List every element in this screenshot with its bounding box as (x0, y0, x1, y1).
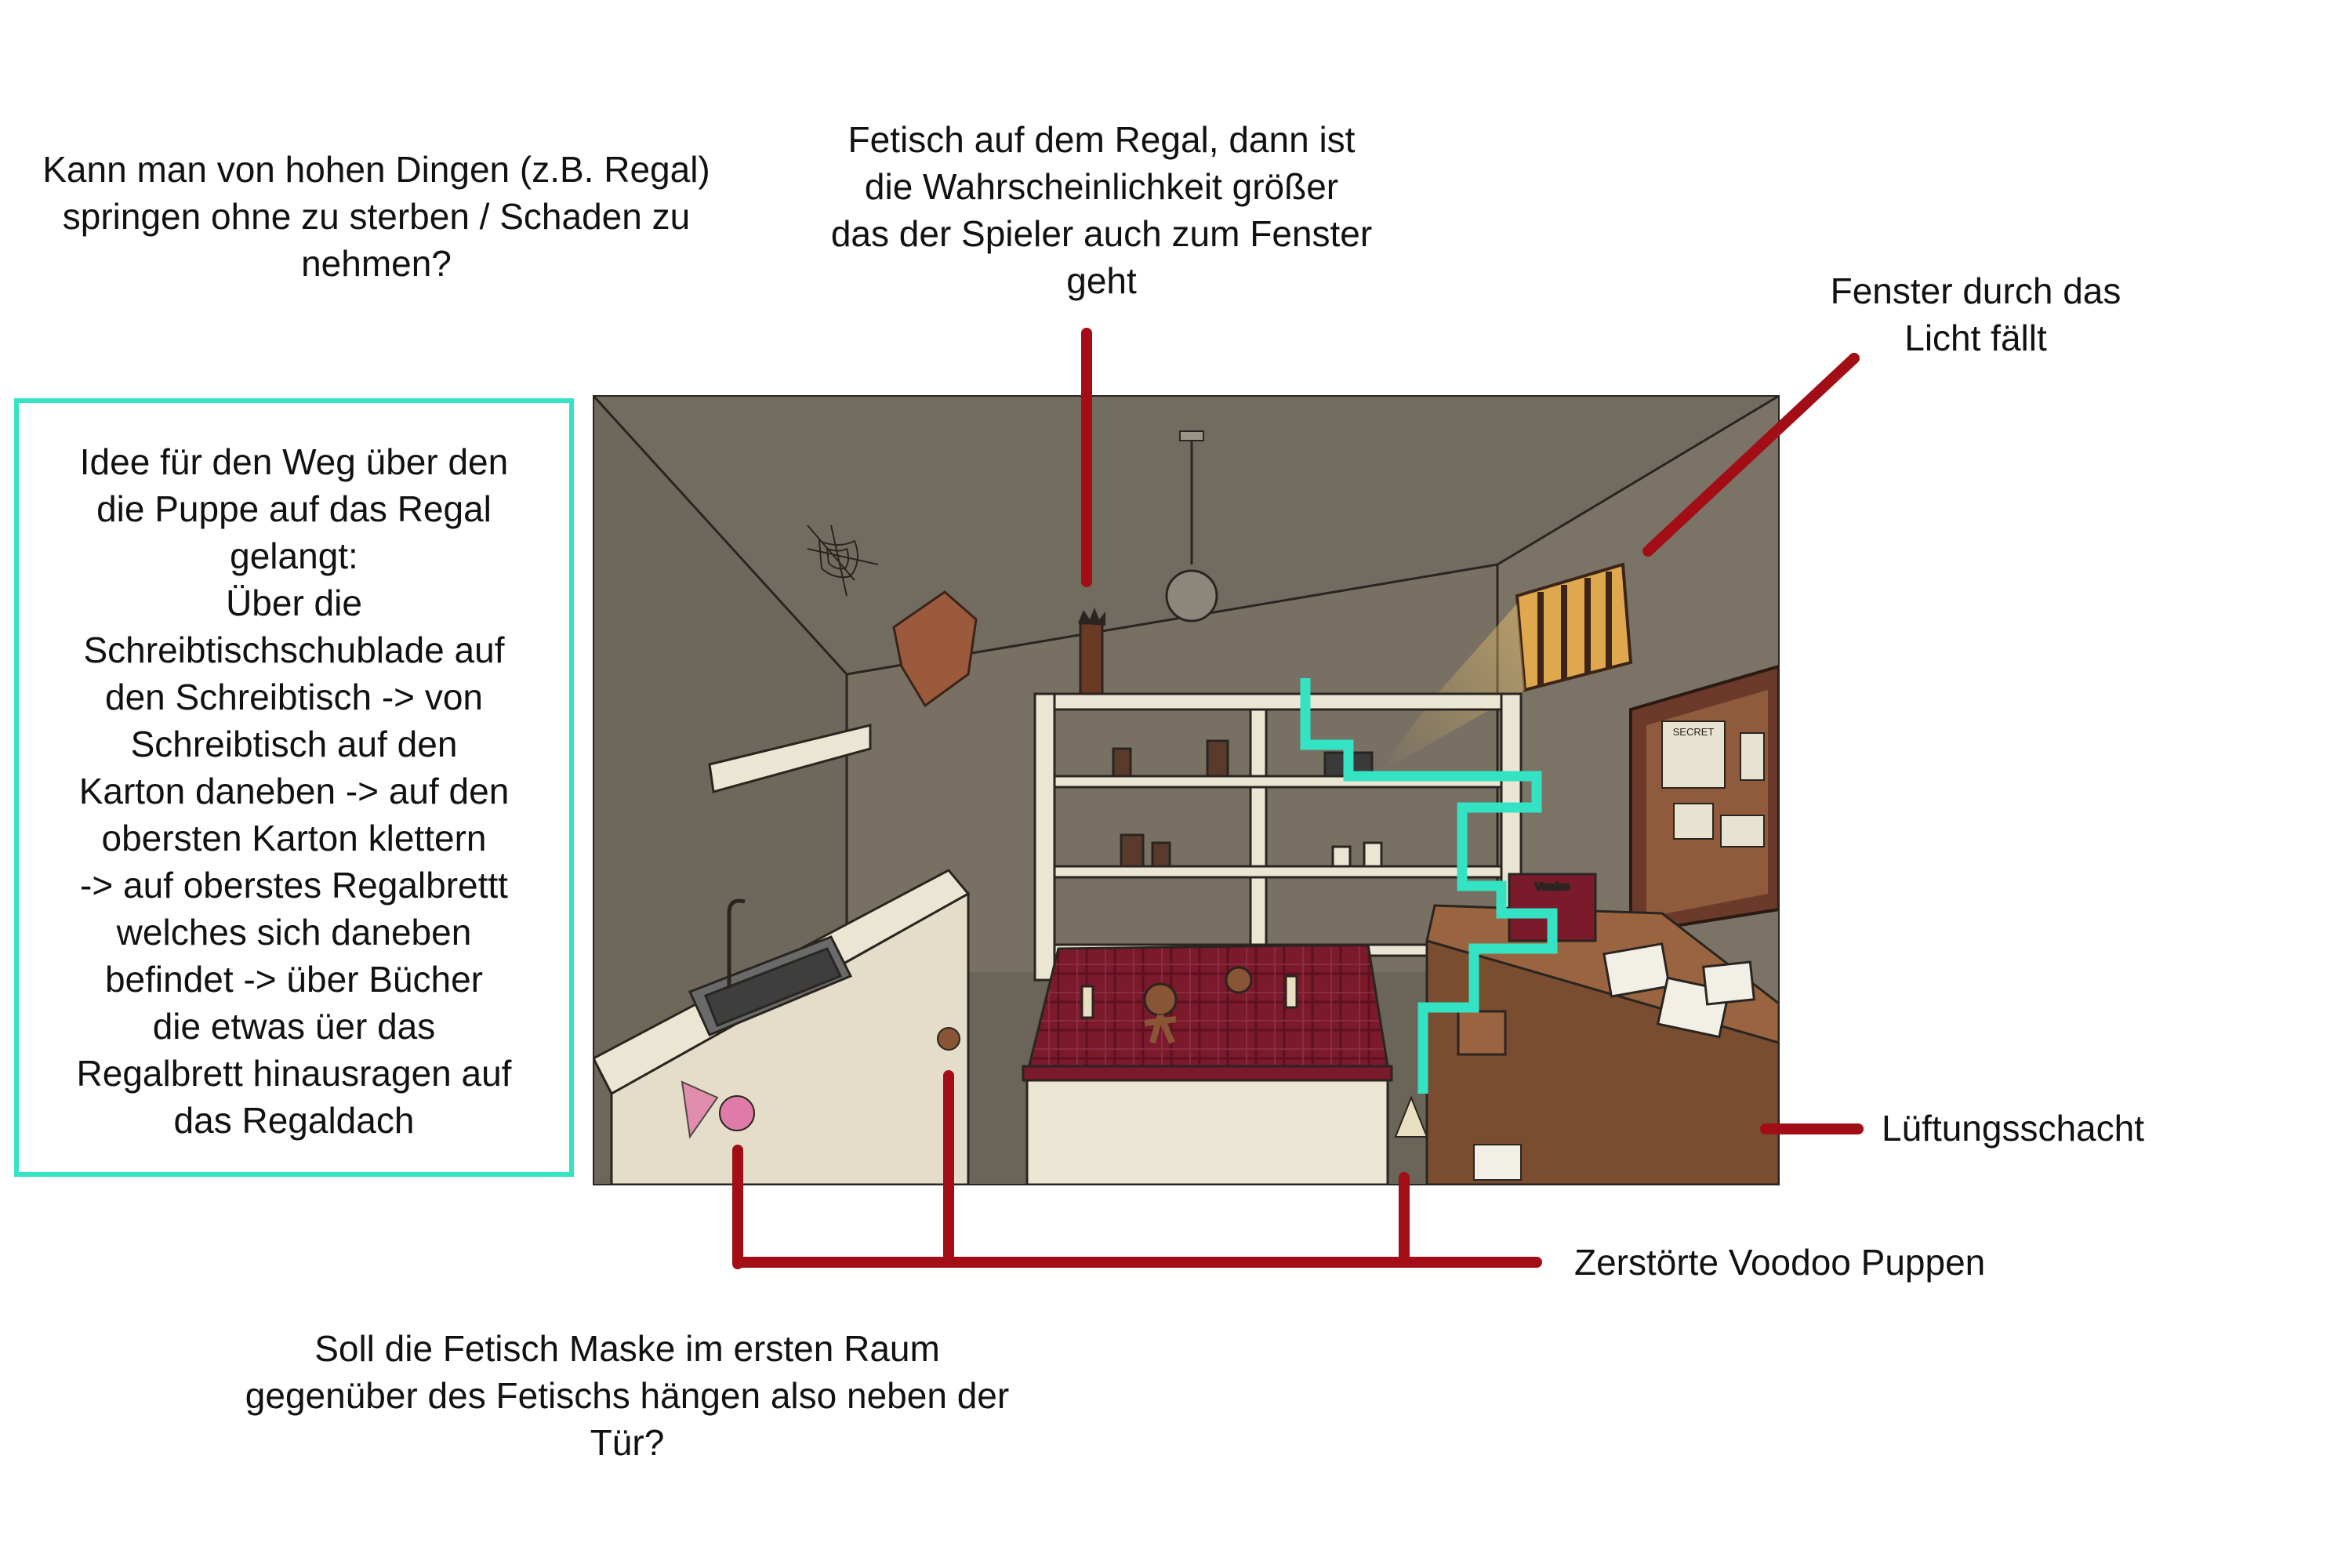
note-line: obersten Karton klettern (101, 818, 487, 858)
pointer-dolls (732, 1070, 1542, 1269)
jump-question-note: Kann man von hohen Dingen (z.B. Regal) s… (31, 146, 721, 287)
note-line: gelangt: (230, 535, 358, 576)
note-line: Karton daneben -> auf den (78, 771, 510, 811)
note-line: welches sich daneben (116, 912, 472, 953)
note-line: befindet -> über Bücher (104, 959, 484, 1000)
note-line: Licht fällt (1904, 318, 2047, 358)
light-beam (1380, 604, 1525, 772)
window-light-note: Fenster durch das Licht fällt (1788, 267, 2164, 361)
note-line: die etwas üer das (152, 1006, 436, 1047)
note-line: Schreibtisch auf den (130, 724, 458, 764)
note-line: gegenüber des Fetischs hängen also neben… (245, 1375, 1010, 1416)
note-line: springen ohne zu sterben / Schaden zu (62, 196, 691, 237)
note-line: geht (1066, 260, 1137, 301)
note-line: den Schreibtisch -> von (105, 677, 483, 717)
climbing-path (1300, 678, 1558, 1094)
note-line: Idee für den Weg über den (79, 441, 509, 482)
note-line: die Puppe auf das Regal (96, 488, 492, 529)
note-line: Schreibtischschublade auf (83, 630, 505, 670)
note-line: Über die (226, 583, 362, 623)
note-line: Tür? (590, 1422, 665, 1463)
broken-plaster (892, 590, 978, 708)
fetish-shelf-note: Fetisch auf dem Regal, dann ist die Wahr… (811, 116, 1392, 304)
pinboard: SECRET (1629, 664, 1779, 935)
voodoo-book-label: Voodoo (1535, 880, 1570, 892)
note-line: -> auf oberstes Regalbrettt (80, 865, 508, 906)
note-line: das Regaldach (173, 1100, 415, 1141)
note-line: Regalbrett hinausragen auf (76, 1053, 512, 1094)
pointer-window (1642, 353, 1860, 557)
floor-clutter (681, 1027, 1522, 1181)
note-line: das der Spieler auch zum Fenster (830, 213, 1373, 254)
room: SECRET (593, 396, 1779, 1185)
note-line: Soll die Fetisch Maske im ersten Raum (314, 1328, 940, 1369)
destroyed-dolls-note: Zerstörte Voodoo Puppen (1574, 1239, 1985, 1286)
wall-shelf (708, 724, 872, 793)
mask-question-note: Soll die Fetisch Maske im ersten Raum ge… (204, 1325, 1051, 1466)
note-line: Kann man von hohen Dingen (z.B. Regal) (42, 149, 710, 190)
hanging-lamp (1165, 430, 1218, 622)
cobweb (807, 524, 879, 597)
note-line: Fetisch auf dem Regal, dann ist (848, 119, 1356, 160)
note-line: nehmen? (301, 243, 452, 284)
path-idea-note: Idee für den Weg über den die Puppe auf … (19, 438, 569, 1144)
window (1380, 562, 1633, 772)
note-line: Fenster durch das (1830, 270, 2122, 311)
center-table (1022, 943, 1393, 1185)
pointer-lines (732, 328, 1864, 1269)
ceiling (593, 396, 1779, 674)
desk: Voodoo (1425, 873, 1779, 1185)
note-line: die Wahrscheinlichkeit größer (864, 166, 1339, 207)
note-line: Lüftungsschacht (1882, 1108, 2145, 1149)
path-idea-box: Idee für den Weg über den die Puppe auf … (14, 398, 574, 1177)
fetish-figure (1078, 608, 1105, 695)
secret-note-label: SECRET (1673, 726, 1715, 738)
note-line: Zerstörte Voodoo Puppen (1574, 1242, 1986, 1283)
vent-note: Lüftungsschacht (1882, 1105, 2144, 1152)
